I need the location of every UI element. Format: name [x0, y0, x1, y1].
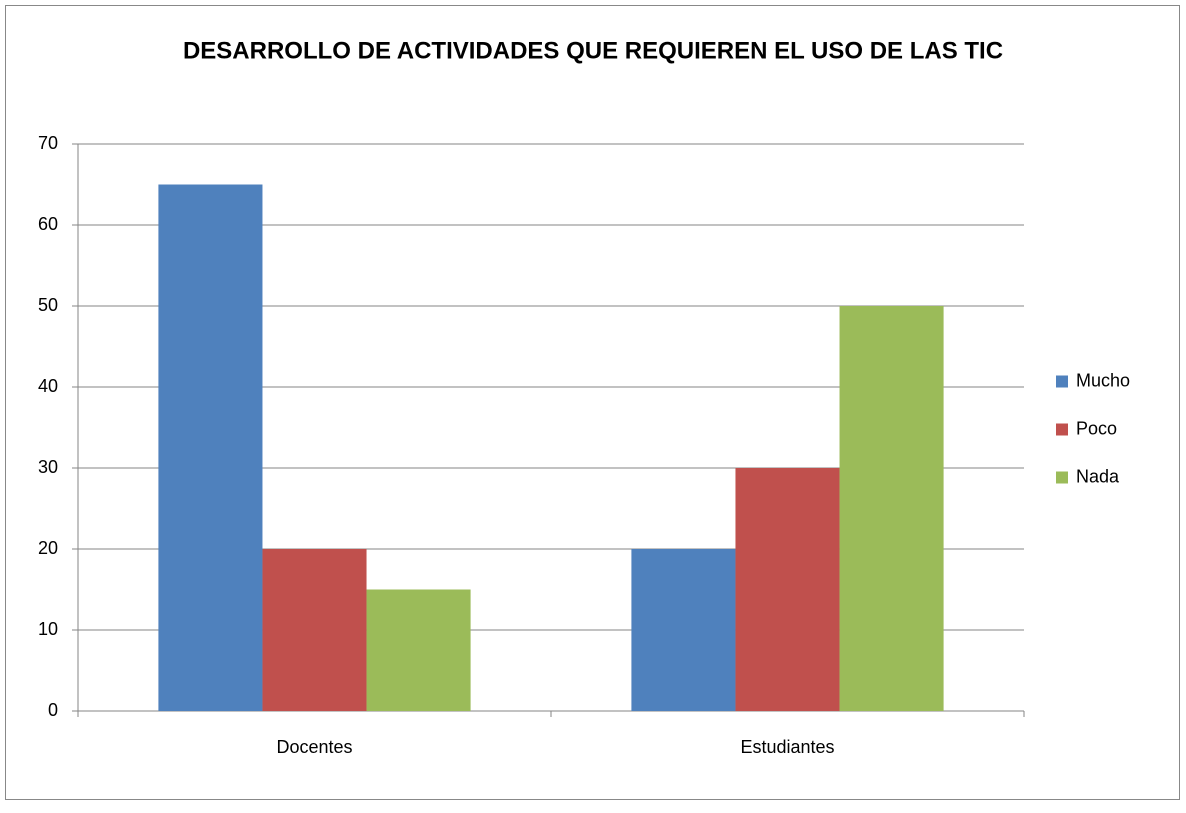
bar	[839, 306, 944, 711]
y-tick-label: 50	[38, 295, 58, 315]
y-tick-label: 10	[38, 619, 58, 639]
y-tick-label: 70	[38, 133, 58, 153]
y-tick-label: 40	[38, 376, 58, 396]
x-tick-label: Estudiantes	[740, 737, 834, 757]
x-tick-label: Docentes	[276, 737, 352, 757]
y-tick-label: 20	[38, 538, 58, 558]
bar	[262, 549, 367, 711]
y-tick-label: 60	[38, 214, 58, 234]
legend-swatch	[1056, 423, 1068, 436]
chart-title: DESARROLLO DE ACTIVIDADES QUE REQUIEREN …	[183, 37, 1003, 64]
legend-swatch	[1056, 375, 1068, 388]
bar	[158, 184, 263, 711]
bar	[366, 589, 471, 711]
bar	[631, 549, 736, 711]
y-tick-label: 30	[38, 457, 58, 477]
legend-swatch	[1056, 471, 1068, 484]
legend-label: Poco	[1076, 418, 1117, 438]
y-tick-label: 0	[48, 700, 58, 720]
bar	[735, 468, 840, 711]
legend-label: Nada	[1076, 466, 1120, 486]
legend-label: Mucho	[1076, 370, 1130, 390]
